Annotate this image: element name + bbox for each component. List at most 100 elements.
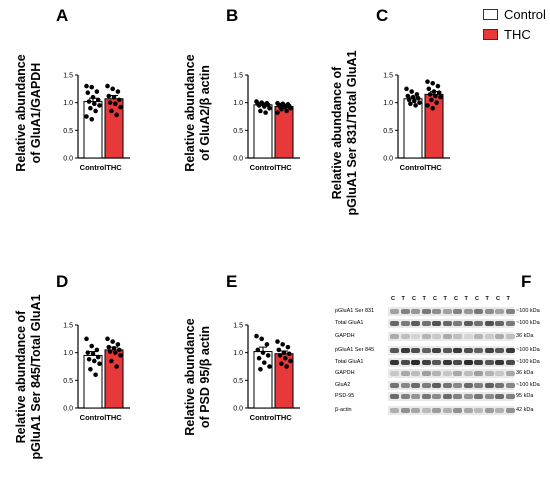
blot-row-kda: ~100 kDa: [516, 308, 540, 315]
blot-band: [421, 309, 431, 315]
y-tick-label: 0.0: [63, 156, 73, 163]
data-point: [93, 372, 98, 378]
y-tick-label: 1.0: [383, 100, 393, 107]
data-point: [256, 355, 262, 361]
ylabel-e: Relative abundance of PSD 95/β actin: [183, 302, 213, 452]
blot-row-label: Total GluA1: [335, 358, 364, 365]
blot-band: [411, 320, 420, 326]
blot-band: [421, 382, 431, 388]
blot-row-kda: 36 kDa: [516, 370, 534, 377]
blot-band: [463, 333, 473, 339]
data-point: [105, 83, 110, 89]
legend-swatch-thc: [483, 28, 498, 40]
blot-band: [411, 371, 420, 377]
blot-band: [411, 348, 420, 354]
panel-letter-e: E: [226, 272, 238, 291]
ylabel-e-line1: Relative abundance: [183, 318, 197, 436]
blot-band: [442, 320, 452, 326]
blot-lane-label: C: [412, 296, 416, 302]
blot-row-kda: ~100 kDa: [516, 358, 540, 365]
data-point: [88, 105, 93, 111]
data-point: [94, 347, 100, 353]
blot-band: [432, 394, 441, 400]
data-point: [436, 90, 442, 96]
data-point: [258, 366, 263, 372]
bar-control: [253, 351, 273, 409]
y-tick-label: 0.0: [383, 156, 393, 163]
blot-lane-label: T: [443, 296, 447, 302]
data-point: [425, 79, 430, 84]
y-tick-label: 1.5: [233, 323, 243, 330]
blot-row-label: pGluA1 Ser 845: [335, 347, 375, 354]
x-tick-label: THC: [106, 413, 122, 422]
blot-band: [484, 382, 494, 388]
data-point: [430, 81, 435, 86]
data-point: [276, 347, 282, 353]
blot-band: [463, 320, 473, 326]
blot-band: [484, 359, 494, 365]
blot-band: [495, 394, 504, 400]
blot-band: [495, 309, 504, 315]
blot-band: [474, 320, 483, 326]
blot-lane-label: C: [454, 296, 458, 302]
data-point: [284, 364, 289, 369]
blot-band: [463, 309, 473, 315]
data-point: [435, 83, 441, 89]
blot-band: [411, 333, 420, 339]
blot-band: [495, 382, 504, 388]
legend: Control THC: [483, 4, 546, 44]
panel-letter-c: C: [376, 6, 389, 25]
data-point: [413, 103, 418, 108]
x-tick-label: THC: [106, 163, 122, 172]
data-point: [285, 344, 291, 350]
blot-band: [505, 320, 515, 326]
blot-band: [400, 309, 410, 315]
x-tick-label: THC: [276, 413, 292, 422]
ylabel-a-line1: Relative abundance: [14, 54, 28, 172]
data-point: [280, 342, 285, 347]
y-tick-label: 0.0: [63, 406, 73, 413]
blot-band: [400, 320, 410, 326]
blot-band: [505, 394, 515, 400]
data-point: [95, 354, 101, 360]
blot-band: [474, 359, 483, 365]
data-point: [89, 116, 94, 122]
data-point: [279, 361, 284, 367]
data-point: [97, 361, 102, 367]
x-tick-label: Control: [250, 163, 277, 172]
data-point: [85, 90, 91, 96]
data-point: [114, 112, 119, 118]
blot-row-label: GAPDH: [335, 370, 355, 377]
blot-band: [453, 333, 462, 339]
data-point: [263, 110, 268, 115]
blot-band: [453, 348, 462, 354]
ylabel-c-line1: Relative abundance of: [330, 66, 344, 200]
blot-band: [421, 359, 431, 365]
data-point: [279, 107, 284, 112]
data-point: [415, 95, 421, 101]
data-point: [283, 104, 288, 110]
blot-band: [505, 371, 515, 377]
blot-band: [400, 359, 410, 365]
data-point: [404, 86, 409, 92]
y-tick-label: 1.5: [63, 323, 73, 330]
data-point: [283, 355, 288, 361]
data-point: [84, 336, 89, 342]
data-point: [93, 108, 98, 114]
data-point: [275, 110, 280, 115]
chart-a: 0.0 0.5 1.0 1.5 Control THC: [63, 73, 130, 172]
data-point: [97, 103, 102, 108]
ylabel-d: Relative abundance of pGluA1 Ser 845/Tot…: [14, 277, 44, 477]
data-point: [110, 86, 115, 92]
y-tick-label: 1.5: [63, 73, 73, 80]
data-point: [94, 89, 100, 94]
data-point: [115, 89, 121, 94]
blot-band: [390, 371, 399, 377]
blot-band: [495, 407, 504, 413]
blot-band: [411, 407, 420, 413]
y-tick-label: 1.5: [383, 73, 393, 80]
ylabel-c: Relative abundance of pGluA1 Ser 831/Tot…: [330, 33, 360, 233]
panel-letter-f: F: [521, 272, 532, 291]
blot-row-label: pGluA1 Ser 831: [335, 308, 375, 315]
